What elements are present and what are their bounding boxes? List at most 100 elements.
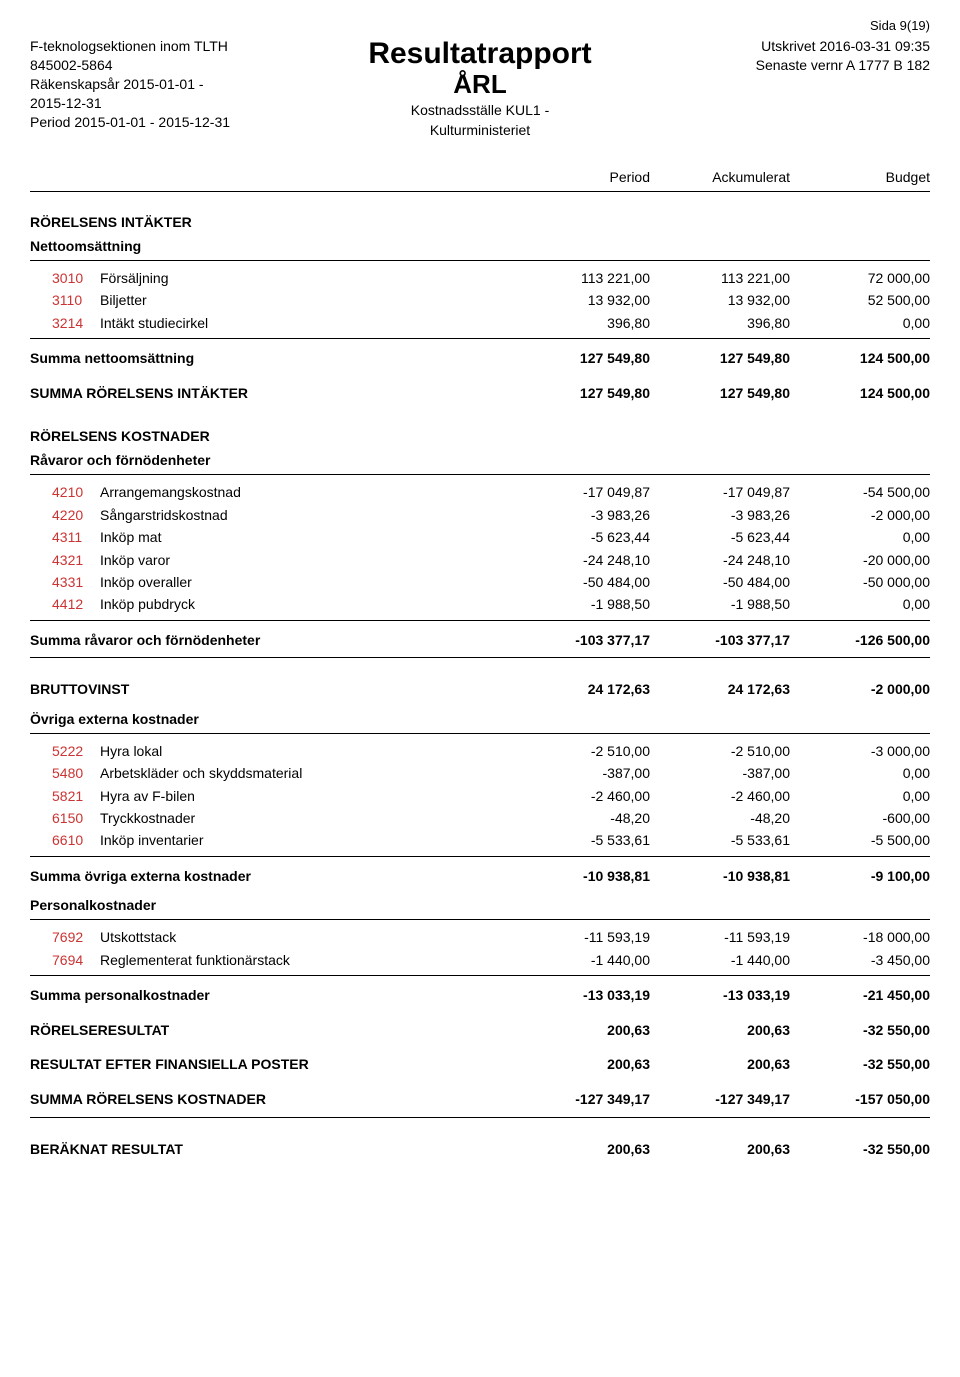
header-left: F-teknologsektionen inom TLTH 845002-586… <box>30 37 320 131</box>
value-period: 113 221,00 <box>510 267 650 289</box>
account-code: 5480 <box>30 762 90 784</box>
table-row: 5222Hyra lokal-2 510,00-2 510,00-3 000,0… <box>30 740 930 762</box>
account-label: Inköp mat <box>90 526 510 548</box>
value-ackumulerat: 396,80 <box>650 312 790 334</box>
value-budget: 0,00 <box>790 593 930 615</box>
period: Period 2015-01-01 - 2015-12-31 <box>30 113 320 132</box>
table-row: 5480Arbetskläder och skyddsmaterial-387,… <box>30 762 930 784</box>
divider <box>30 474 930 475</box>
value-ackumulerat: 113 221,00 <box>650 267 790 289</box>
summa-intakter: SUMMA RÖRELSENS INTÄKTER 127 549,80 127 … <box>30 380 930 407</box>
org-number: 845002-5864 <box>30 56 320 75</box>
value-period: -2 460,00 <box>510 785 650 807</box>
account-code: 3214 <box>30 312 90 334</box>
value-budget: -18 000,00 <box>790 926 930 948</box>
value-period: 13 932,00 <box>510 289 650 311</box>
account-label: Sångarstridskostnad <box>90 504 510 526</box>
value-ackumulerat: -2 460,00 <box>650 785 790 807</box>
value-period: -17 049,87 <box>510 481 650 503</box>
divider <box>30 1117 930 1118</box>
col-ackumulerat: Ackumulerat <box>650 169 790 185</box>
printed-date: Utskrivet 2016-03-31 09:35 <box>640 37 930 56</box>
column-headers: Period Ackumulerat Budget <box>30 169 930 192</box>
account-label: Arrangemangskostnad <box>90 481 510 503</box>
divider <box>30 856 930 857</box>
value-budget: -20 000,00 <box>790 549 930 571</box>
divider <box>30 657 930 658</box>
value-budget: 52 500,00 <box>790 289 930 311</box>
col-budget: Budget <box>790 169 930 185</box>
subsection-netto: Nettoomsättning <box>30 238 930 254</box>
account-label: Inköp inventarier <box>90 829 510 851</box>
value-budget: -5 500,00 <box>790 829 930 851</box>
account-label: Försäljning <box>90 267 510 289</box>
value-budget: -3 450,00 <box>790 949 930 971</box>
summa-kostnader: SUMMA RÖRELSENS KOSTNADER -127 349,17 -1… <box>30 1086 930 1113</box>
section-kostnader: RÖRELSENS KOSTNADER <box>30 428 930 444</box>
section-intakter: RÖRELSENS INTÄKTER <box>30 214 930 230</box>
account-code: 6150 <box>30 807 90 829</box>
table-row: 3214Intäkt studiecirkel396,80396,800,00 <box>30 312 930 334</box>
table-row: 3110Biljetter13 932,0013 932,0052 500,00 <box>30 289 930 311</box>
org-name: F-teknologsektionen inom TLTH <box>30 37 320 56</box>
cost-center-2: Kulturministeriet <box>320 121 640 139</box>
value-budget: -600,00 <box>790 807 930 829</box>
header-center: Resultatrapport ÅRL Kostnadsställe KUL1 … <box>320 37 640 139</box>
value-period: -1 440,00 <box>510 949 650 971</box>
table-row: 3010Försäljning113 221,00113 221,0072 00… <box>30 267 930 289</box>
value-period: -387,00 <box>510 762 650 784</box>
account-label: Inköp overaller <box>90 571 510 593</box>
value-budget: 0,00 <box>790 785 930 807</box>
table-row: 4321Inköp varor-24 248,10-24 248,10-20 0… <box>30 549 930 571</box>
value-budget: -2 000,00 <box>790 504 930 526</box>
account-code: 6610 <box>30 829 90 851</box>
fiscal-year-2: 2015-12-31 <box>30 94 320 113</box>
summa-netto: Summa nettoomsättning 127 549,80 127 549… <box>30 345 930 372</box>
table-row: 5821Hyra av F-bilen-2 460,00-2 460,000,0… <box>30 785 930 807</box>
value-budget: 0,00 <box>790 762 930 784</box>
account-label: Tryckkostnader <box>90 807 510 829</box>
value-ackumulerat: 13 932,00 <box>650 289 790 311</box>
account-label: Hyra lokal <box>90 740 510 762</box>
account-code: 4412 <box>30 593 90 615</box>
value-period: -24 248,10 <box>510 549 650 571</box>
account-label: Utskottstack <box>90 926 510 948</box>
subsection-ravaror: Råvaror och förnödenheter <box>30 452 930 468</box>
value-ackumulerat: -1 988,50 <box>650 593 790 615</box>
account-label: Reglementerat funktionärstack <box>90 949 510 971</box>
table-row: 4331Inköp overaller-50 484,00-50 484,00-… <box>30 571 930 593</box>
account-code: 3010 <box>30 267 90 289</box>
value-period: 396,80 <box>510 312 650 334</box>
account-code: 4321 <box>30 549 90 571</box>
cost-center-1: Kostnadsställe KUL1 - <box>320 101 640 119</box>
col-period: Period <box>510 169 650 185</box>
value-budget: 0,00 <box>790 312 930 334</box>
summa-personal: Summa personalkostnader -13 033,19 -13 0… <box>30 982 930 1009</box>
value-ackumulerat: -5 533,61 <box>650 829 790 851</box>
value-budget: 0,00 <box>790 526 930 548</box>
account-label: Inköp varor <box>90 549 510 571</box>
latest-ver: Senaste vernr A 1777 B 182 <box>640 56 930 75</box>
header-right: Utskrivet 2016-03-31 09:35 Senaste vernr… <box>640 37 930 75</box>
account-code: 5222 <box>30 740 90 762</box>
value-ackumulerat: -48,20 <box>650 807 790 829</box>
value-budget: -3 000,00 <box>790 740 930 762</box>
summa-ovriga: Summa övriga externa kostnader -10 938,8… <box>30 863 930 890</box>
table-row: 6150Tryckkostnader-48,20-48,20-600,00 <box>30 807 930 829</box>
account-code: 7692 <box>30 926 90 948</box>
rorelseresultat: RÖRELSERESULTAT 200,63 200,63 -32 550,00 <box>30 1017 930 1044</box>
account-code: 5821 <box>30 785 90 807</box>
value-ackumulerat: -3 983,26 <box>650 504 790 526</box>
value-ackumulerat: -50 484,00 <box>650 571 790 593</box>
subsection-personal: Personalkostnader <box>30 897 930 913</box>
bruttovinst: BRUTTOVINST 24 172,63 24 172,63 -2 000,0… <box>30 676 930 703</box>
value-period: -5 623,44 <box>510 526 650 548</box>
value-period: -1 988,50 <box>510 593 650 615</box>
account-label: Intäkt studiecirkel <box>90 312 510 334</box>
beraknat-resultat: BERÄKNAT RESULTAT 200,63 200,63 -32 550,… <box>30 1136 930 1163</box>
table-row: 6610Inköp inventarier-5 533,61-5 533,61-… <box>30 829 930 851</box>
value-period: -2 510,00 <box>510 740 650 762</box>
table-row: 7694Reglementerat funktionärstack-1 440,… <box>30 949 930 971</box>
account-label: Hyra av F-bilen <box>90 785 510 807</box>
value-ackumulerat: -1 440,00 <box>650 949 790 971</box>
